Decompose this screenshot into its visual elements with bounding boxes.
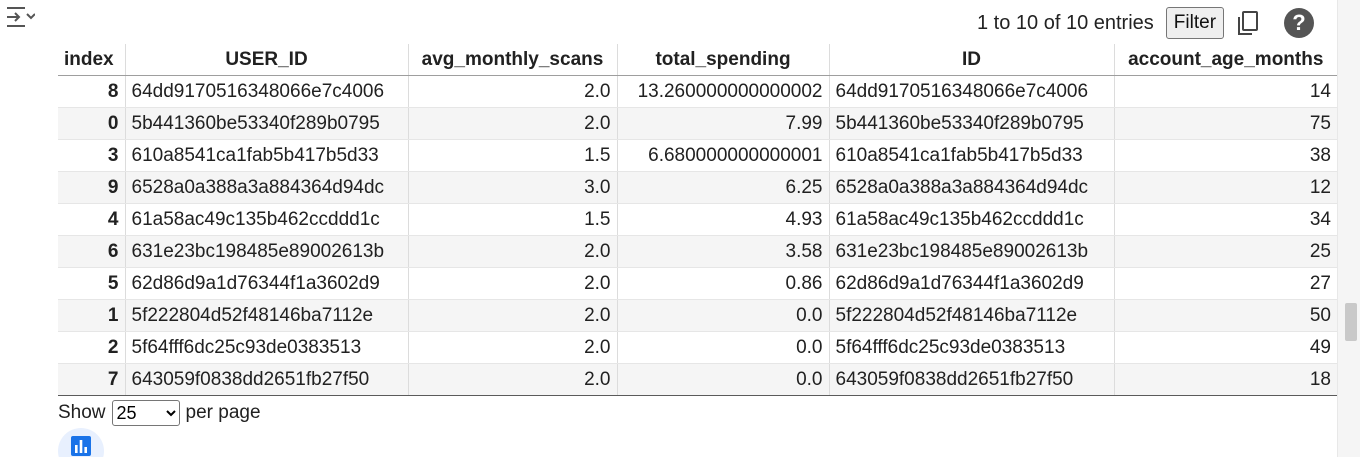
cell-account-age-months: 25 xyxy=(1114,235,1337,268)
cell-user-id: 5b441360be53340f289b0795 xyxy=(125,107,409,140)
cell-avg-monthly-scans: 2.0 xyxy=(408,267,618,300)
show-label: Show xyxy=(58,402,106,423)
cell-index: 3 xyxy=(58,139,126,172)
cell-index: 8 xyxy=(58,75,126,108)
cell-user-id: 61a58ac49c135b462ccddd1c xyxy=(125,203,409,236)
cell-account-age-months: 27 xyxy=(1114,267,1337,300)
cell-id: 643059f0838dd2651fb27f50 xyxy=(829,363,1115,396)
table-row: 1 5f222804d52f48146ba7112e 2.0 0.0 5f222… xyxy=(58,299,1337,332)
cell-total-spending: 0.0 xyxy=(617,299,830,332)
cell-avg-monthly-scans: 2.0 xyxy=(408,299,618,332)
page-size-select[interactable]: 25 xyxy=(111,400,180,426)
data-table: index USER_ID avg_monthly_scans total_sp… xyxy=(58,44,1337,396)
cell-id: 5f64fff6dc25c93de0383513 xyxy=(829,331,1115,364)
table-row: 0 5b441360be53340f289b0795 2.0 7.99 5b44… xyxy=(58,107,1337,140)
scrollbar-thumb[interactable] xyxy=(1345,303,1357,341)
cell-account-age-months: 38 xyxy=(1114,139,1337,172)
cell-total-spending: 4.93 xyxy=(617,203,830,236)
cell-account-age-months: 49 xyxy=(1114,331,1337,364)
column-header-avg-monthly-scans[interactable]: avg_monthly_scans xyxy=(408,44,618,76)
cell-index: 6 xyxy=(58,235,126,268)
column-header-total-spending[interactable]: total_spending xyxy=(617,44,830,76)
column-header-user-id[interactable]: USER_ID xyxy=(125,44,409,76)
table-header-row: index USER_ID avg_monthly_scans total_sp… xyxy=(58,44,1337,76)
cell-index: 1 xyxy=(58,299,126,332)
cell-account-age-months: 14 xyxy=(1114,75,1337,108)
cell-total-spending: 13.260000000000002 xyxy=(617,75,830,108)
column-header-account-age-months[interactable]: account_age_months xyxy=(1114,44,1337,76)
cell-user-id: 64dd9170516348066e7c4006 xyxy=(125,75,409,108)
table-row: 5 62d86d9a1d76344f1a3602d9 2.0 0.86 62d8… xyxy=(58,267,1337,300)
cell-avg-monthly-scans: 2.0 xyxy=(408,107,618,140)
cell-id: 5f222804d52f48146ba7112e xyxy=(829,299,1115,332)
cell-account-age-months: 75 xyxy=(1114,107,1337,140)
cell-total-spending: 6.680000000000001 xyxy=(617,139,830,172)
cell-total-spending: 0.86 xyxy=(617,267,830,300)
cell-total-spending: 7.99 xyxy=(617,107,830,140)
cell-id: 5b441360be53340f289b0795 xyxy=(829,107,1115,140)
column-header-index[interactable]: index xyxy=(58,44,126,76)
cell-index: 4 xyxy=(58,203,126,236)
per-page-label: per page xyxy=(185,402,261,423)
cell-id: 6528a0a388a3a884364d94dc xyxy=(829,171,1115,204)
cell-id: 62d86d9a1d76344f1a3602d9 xyxy=(829,267,1115,300)
table-row: 8 64dd9170516348066e7c4006 2.0 13.260000… xyxy=(58,75,1337,108)
cell-id: 610a8541ca1fab5b417b5d33 xyxy=(829,139,1115,172)
cell-user-id: 631e23bc198485e89002613b xyxy=(125,235,409,268)
copy-icon[interactable] xyxy=(1234,9,1262,37)
cell-total-spending: 0.0 xyxy=(617,363,830,396)
table-row: 2 5f64fff6dc25c93de0383513 2.0 0.0 5f64f… xyxy=(58,331,1337,364)
cell-account-age-months: 12 xyxy=(1114,171,1337,204)
cell-id: 631e23bc198485e89002613b xyxy=(829,235,1115,268)
cell-index: 7 xyxy=(58,363,126,396)
column-header-id[interactable]: ID xyxy=(829,44,1115,76)
table-toolbar: 1 to 10 of 10 entries Filter ? xyxy=(977,6,1315,40)
cell-id: 64dd9170516348066e7c4006 xyxy=(829,75,1115,108)
cell-total-spending: 3.58 xyxy=(617,235,830,268)
data-table-container: index USER_ID avg_monthly_scans total_sp… xyxy=(58,44,1337,396)
table-row: 6 631e23bc198485e89002613b 2.0 3.58 631e… xyxy=(58,235,1337,268)
entries-count: 1 to 10 of 10 entries xyxy=(977,11,1154,34)
cell-avg-monthly-scans: 1.5 xyxy=(408,139,618,172)
filter-button[interactable]: Filter xyxy=(1165,7,1225,39)
vertical-scrollbar[interactable] xyxy=(1337,0,1360,457)
cell-avg-monthly-scans: 3.0 xyxy=(408,171,618,204)
cell-avg-monthly-scans: 2.0 xyxy=(408,331,618,364)
cell-index: 9 xyxy=(58,171,126,204)
cell-user-id: 5f222804d52f48146ba7112e xyxy=(125,299,409,332)
table-row: 7 643059f0838dd2651fb27f50 2.0 0.0 64305… xyxy=(58,363,1337,396)
cell-index: 2 xyxy=(58,331,126,364)
table-row: 4 61a58ac49c135b462ccddd1c 1.5 4.93 61a5… xyxy=(58,203,1337,236)
table-row: 3 610a8541ca1fab5b417b5d33 1.5 6.6800000… xyxy=(58,139,1337,172)
table-row: 9 6528a0a388a3a884364d94dc 3.0 6.25 6528… xyxy=(58,171,1337,204)
cell-account-age-months: 34 xyxy=(1114,203,1337,236)
cell-avg-monthly-scans: 1.5 xyxy=(408,203,618,236)
cell-index: 5 xyxy=(58,267,126,300)
cell-user-id: 643059f0838dd2651fb27f50 xyxy=(125,363,409,396)
cell-id: 61a58ac49c135b462ccddd1c xyxy=(829,203,1115,236)
cell-user-id: 6528a0a388a3a884364d94dc xyxy=(125,171,409,204)
cell-avg-monthly-scans: 2.0 xyxy=(408,75,618,108)
cell-user-id: 62d86d9a1d76344f1a3602d9 xyxy=(125,267,409,300)
cell-total-spending: 0.0 xyxy=(617,331,830,364)
bar-chart-icon[interactable] xyxy=(58,428,104,457)
collapse-toggle-icon[interactable] xyxy=(3,3,37,31)
pagination-footer: Show 25 per page xyxy=(58,399,261,427)
cell-account-age-months: 50 xyxy=(1114,299,1337,332)
cell-avg-monthly-scans: 2.0 xyxy=(408,363,618,396)
cell-total-spending: 6.25 xyxy=(617,171,830,204)
cell-account-age-months: 18 xyxy=(1114,363,1337,396)
help-icon[interactable]: ? xyxy=(1284,8,1315,38)
cell-user-id: 5f64fff6dc25c93de0383513 xyxy=(125,331,409,364)
cell-user-id: 610a8541ca1fab5b417b5d33 xyxy=(125,139,409,172)
cell-index: 0 xyxy=(58,107,126,140)
cell-avg-monthly-scans: 2.0 xyxy=(408,235,618,268)
